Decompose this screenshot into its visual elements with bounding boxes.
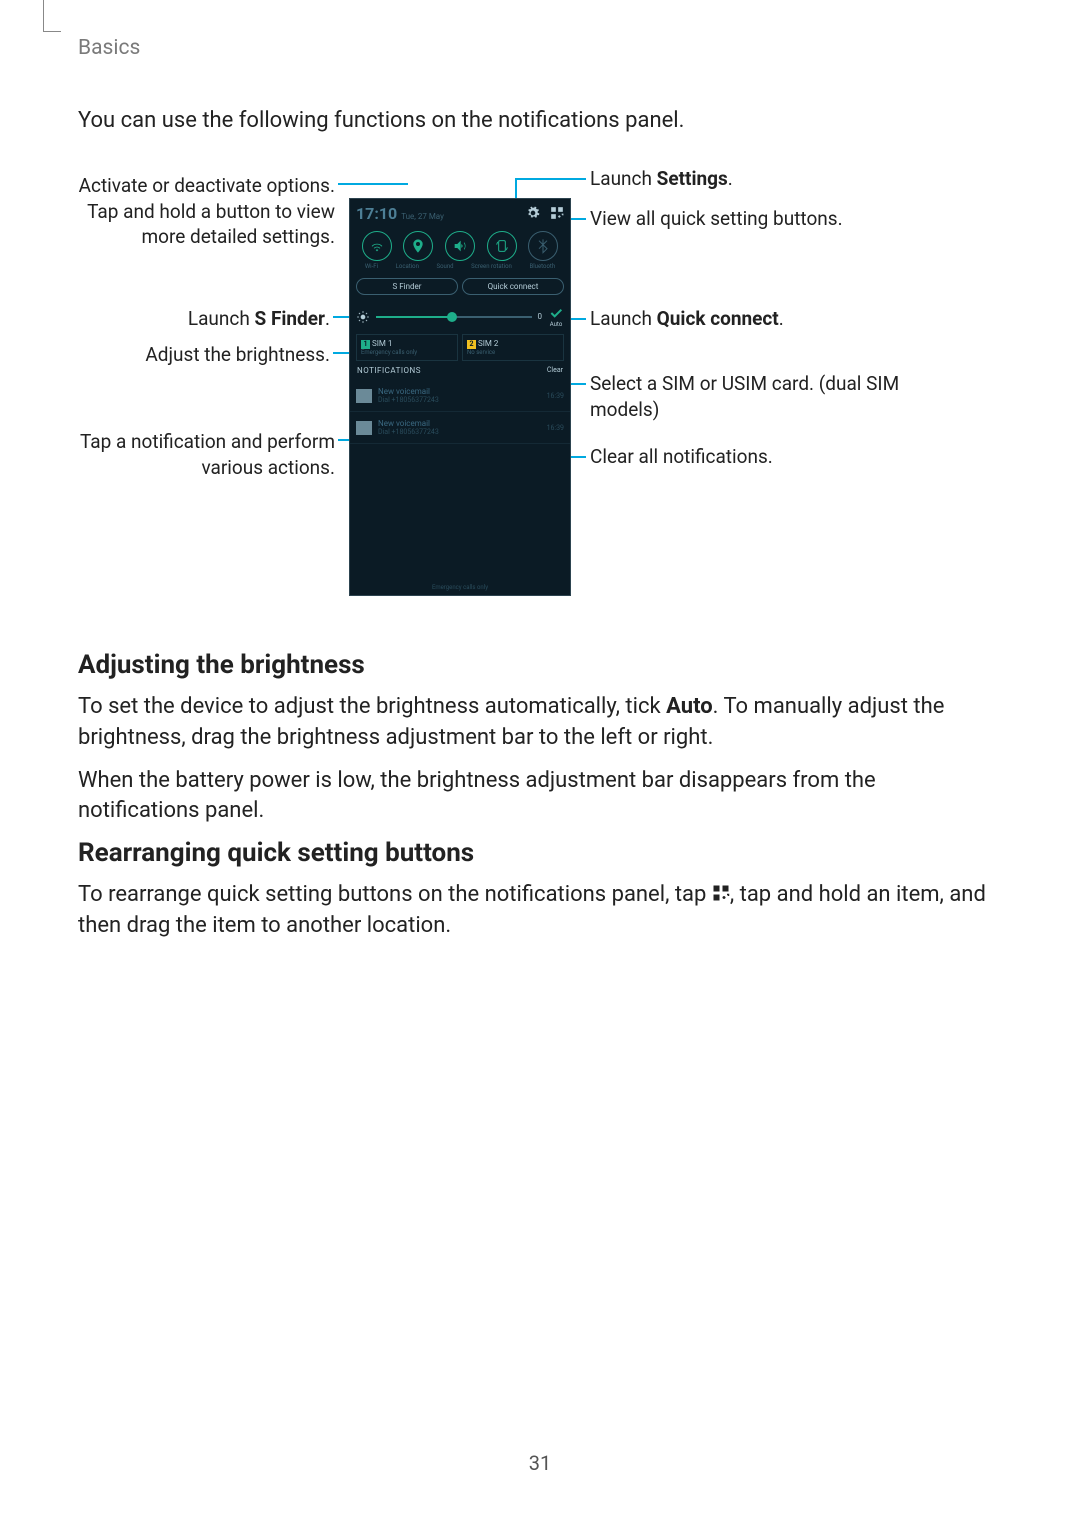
auto-brightness-toggle[interactable]: Auto xyxy=(548,305,564,328)
grid-edit-icon[interactable] xyxy=(550,206,564,220)
sim2-button[interactable]: 2SIM 2 No service xyxy=(462,334,564,361)
notifications-header: NOTIFICATIONS Clear xyxy=(350,361,570,380)
callout-sim-select: Select a SIM or USIM card. (dual SIM mod… xyxy=(590,371,920,422)
callout-brightness: Adjust the brightness. xyxy=(110,342,330,368)
quick-settings-labels: Wi-Fi Location Sound Screen rotation Blu… xyxy=(350,263,570,274)
notifications-panel-diagram: Activate or deactivate options. Tap and … xyxy=(0,148,1080,608)
clear-button[interactable]: Clear xyxy=(547,366,563,375)
notification-item[interactable]: New voicemail Dial +18056377243 16:39 xyxy=(350,380,570,412)
callout-sfinder: Launch S Finder. xyxy=(130,306,330,332)
grid-edit-icon xyxy=(712,884,730,902)
sfinder-button[interactable]: S Finder xyxy=(356,278,458,295)
voicemail-icon xyxy=(356,421,372,435)
callout-clear-all: Clear all notifications. xyxy=(590,444,870,470)
callout-settings: Launch Settings. xyxy=(590,166,870,192)
page-corner-mark xyxy=(43,0,61,32)
brightness-slider[interactable] xyxy=(376,316,532,318)
check-icon xyxy=(548,305,564,321)
brightness-row: 0 Auto xyxy=(350,299,570,334)
page-number: 31 xyxy=(0,1451,1080,1475)
sim-row: 1SIM 1 Emergency calls only 2SIM 2 No se… xyxy=(350,334,570,361)
brightness-value: 0 xyxy=(538,312,543,321)
bluetooth-toggle[interactable] xyxy=(528,231,558,261)
section-paragraph: To set the device to adjust the brightne… xyxy=(78,692,990,754)
rotation-toggle[interactable] xyxy=(487,231,517,261)
status-time: 17:10 xyxy=(356,204,397,223)
callout-quick-toggles: Activate or deactivate options. Tap and … xyxy=(60,173,335,250)
notifications-title: NOTIFICATIONS xyxy=(357,366,421,375)
section-rearrange: Rearranging quick setting buttons To rea… xyxy=(78,838,990,942)
callout-text: Activate or deactivate options. Tap and … xyxy=(79,174,335,248)
status-bar: 17:10 Tue, 27 May xyxy=(350,199,570,227)
quick-settings-row[interactable] xyxy=(350,227,570,263)
callout-notif-action: Tap a notification and perform various a… xyxy=(60,429,335,480)
phone-footer: Emergency calls only xyxy=(350,584,570,591)
gear-icon[interactable] xyxy=(526,206,540,220)
callout-quick-connect: Launch Quick connect. xyxy=(590,306,870,332)
quick-connect-button[interactable]: Quick connect xyxy=(462,278,564,295)
section-paragraph: To rearrange quick setting buttons on th… xyxy=(78,880,990,942)
location-toggle[interactable] xyxy=(403,231,433,261)
voicemail-icon xyxy=(356,389,372,403)
wifi-toggle[interactable] xyxy=(362,231,392,261)
sim1-button[interactable]: 1SIM 1 Emergency calls only xyxy=(356,334,458,361)
section-heading: Adjusting the brightness xyxy=(78,650,990,680)
intro-text: You can use the following functions on t… xyxy=(78,108,684,133)
notification-item[interactable]: New voicemail Dial +18056377243 16:39 xyxy=(350,412,570,444)
sound-toggle[interactable] xyxy=(445,231,475,261)
page-header: Basics xyxy=(78,36,140,60)
callout-view-all: View all quick setting buttons. xyxy=(590,206,910,232)
section-adjust-brightness: Adjusting the brightness To set the devi… xyxy=(78,650,990,827)
brightness-icon xyxy=(356,310,370,324)
section-heading: Rearranging quick setting buttons xyxy=(78,838,990,868)
status-date: Tue, 27 May xyxy=(401,212,444,221)
section-paragraph: When the battery power is low, the brigh… xyxy=(78,766,990,828)
phone-screenshot: 17:10 Tue, 27 May Wi-Fi Location xyxy=(349,198,571,596)
